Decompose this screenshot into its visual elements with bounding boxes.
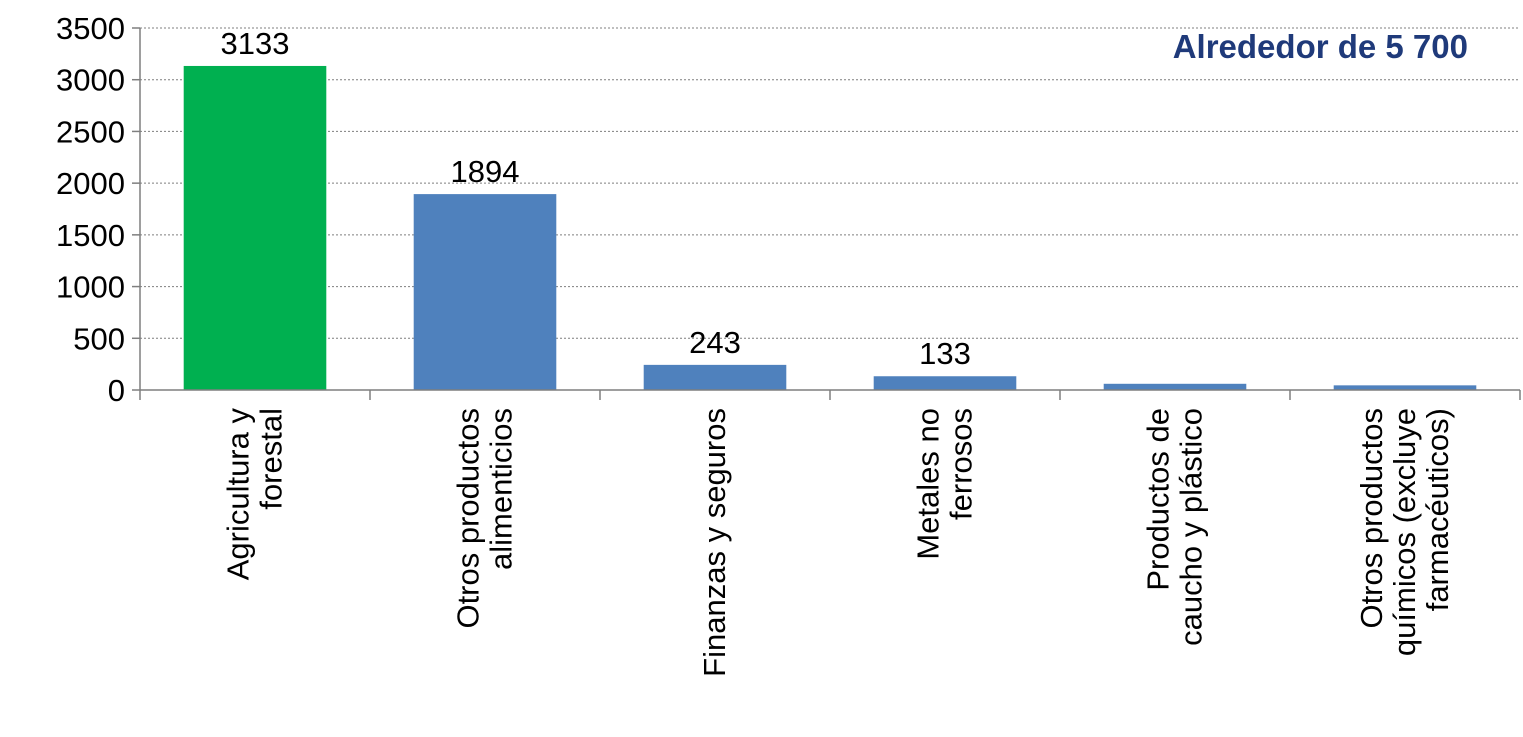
bar xyxy=(873,376,1017,390)
gridlines xyxy=(140,27,1520,339)
bar xyxy=(643,364,787,390)
category-label-line: químicos (excluye xyxy=(1387,408,1422,656)
category-label-line: Otros productos xyxy=(1354,408,1389,629)
bar xyxy=(413,194,557,390)
y-tick-label: 1000 xyxy=(56,270,125,305)
bar xyxy=(183,65,327,390)
bars xyxy=(183,65,1477,390)
category-label-line: farmacéuticos) xyxy=(1420,408,1455,611)
category-label-line: Agricultura y xyxy=(221,408,256,581)
y-tick-label: 1500 xyxy=(56,218,125,253)
y-tick-label: 0 xyxy=(108,373,125,408)
category-label-line: Metales no xyxy=(911,408,946,560)
data-label: 243 xyxy=(689,325,741,360)
bar xyxy=(1333,385,1477,390)
category-label-line: ferrosos xyxy=(944,408,979,520)
annotation-total: Alrededor de 5 700 xyxy=(1173,28,1468,65)
category-label-line: forestal xyxy=(254,408,289,510)
y-tick-label: 2500 xyxy=(56,114,125,149)
data-label: 1894 xyxy=(451,154,520,189)
y-tick-label: 500 xyxy=(73,321,125,356)
category-label-line: caucho y plástico xyxy=(1174,408,1209,646)
y-tick-label: 3500 xyxy=(56,11,125,46)
category-label-line: alimenticios xyxy=(484,408,519,570)
y-tick-label: 3000 xyxy=(56,63,125,98)
data-label: 3133 xyxy=(221,26,290,61)
data-label: 133 xyxy=(919,336,971,371)
category-label: Finanzas y seguros xyxy=(697,408,732,677)
category-label-line: Productos de xyxy=(1141,408,1176,591)
y-tick-labels: 0 500 1000 1500 2000 2500 3000 3500 xyxy=(56,11,125,408)
category-label-line: Finanzas y seguros xyxy=(697,408,732,677)
y-tick-label: 2000 xyxy=(56,166,125,201)
category-label-line: Otros productos xyxy=(451,408,486,629)
bar xyxy=(1103,383,1247,390)
axes xyxy=(132,27,1521,400)
data-labels: 3133 1894 243 133 xyxy=(221,26,971,371)
